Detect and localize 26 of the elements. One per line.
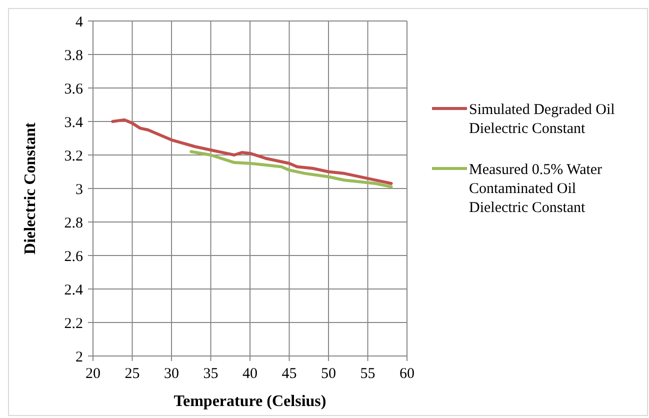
x-tick-label: 25 bbox=[124, 366, 140, 382]
x-tick-label: 45 bbox=[282, 366, 297, 382]
y-tick-label: 3.6 bbox=[64, 81, 84, 98]
x-tick-label: 20 bbox=[86, 366, 100, 382]
x-tick-label: 60 bbox=[400, 366, 414, 382]
x-tick-label: 30 bbox=[164, 366, 179, 382]
legend-label: Measured 0.5% Water Contaminated Oil Dielectric Constant bbox=[469, 162, 602, 216]
line-series bbox=[111, 118, 393, 185]
x-tick-label: 55 bbox=[360, 366, 376, 382]
y-tick-label: 3.2 bbox=[64, 148, 83, 164]
x-axis-title: Temperature (Celsius) bbox=[174, 393, 326, 410]
y-tick-label: 3.4 bbox=[64, 114, 84, 131]
y-axis-title: Dielectric Constant bbox=[22, 122, 39, 254]
y-tick-label: 2.6 bbox=[64, 248, 84, 265]
y-tick-label: 4 bbox=[76, 14, 84, 30]
y-tick-label: 3.8 bbox=[64, 48, 83, 64]
x-tick-label: 35 bbox=[203, 366, 218, 382]
y-tick-label: 2.2 bbox=[64, 316, 83, 332]
x-tick-label: 50 bbox=[321, 366, 336, 382]
y-tick-label: 2.8 bbox=[64, 215, 83, 232]
line-series bbox=[190, 150, 393, 188]
legend-label: Simulated Degraded Oil Dielectric Constant bbox=[469, 102, 615, 137]
y-tick-label: 2 bbox=[76, 349, 83, 366]
y-tick-label: 2.4 bbox=[64, 282, 84, 298]
x-tick-label: 40 bbox=[242, 366, 258, 382]
y-tick-label: 3 bbox=[76, 182, 83, 198]
